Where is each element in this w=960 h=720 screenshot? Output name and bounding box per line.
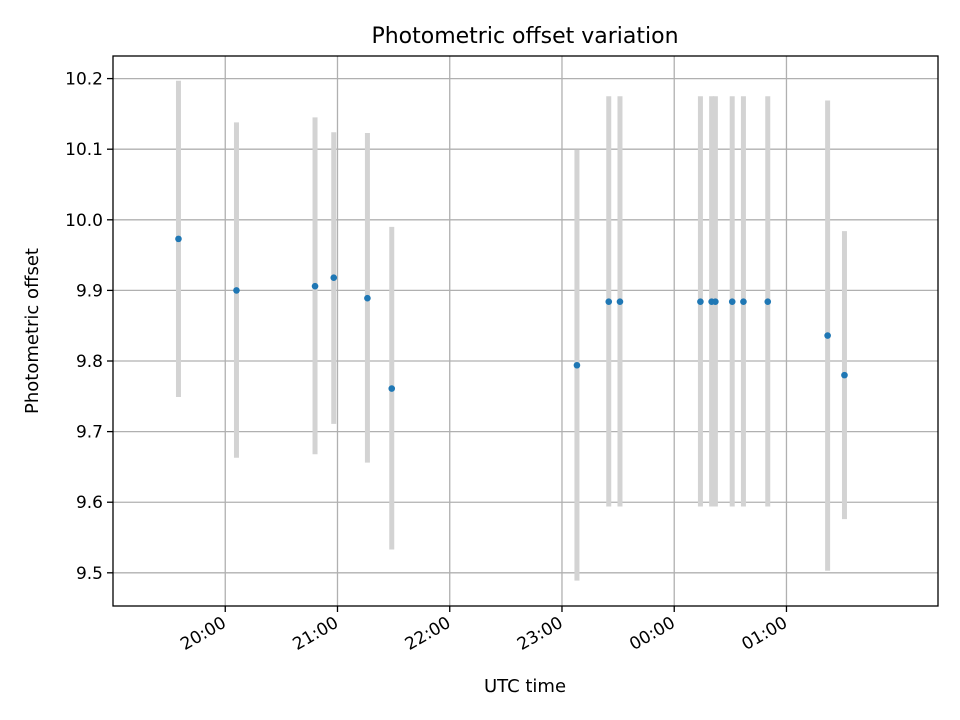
data-point xyxy=(388,385,396,392)
data-point xyxy=(728,298,736,305)
x-axis-label: UTC time xyxy=(484,676,566,697)
y-tick-label: 10.0 xyxy=(65,211,103,231)
data-point xyxy=(364,294,371,302)
data-point xyxy=(573,361,581,369)
chart-title: Photometric offset variation xyxy=(371,24,678,49)
data-point xyxy=(605,298,613,305)
y-tick-label: 9.8 xyxy=(76,352,103,372)
data-point xyxy=(764,298,772,305)
y-axis-label: Photometric offset xyxy=(22,248,43,414)
y-tick-label: 9.7 xyxy=(76,423,103,443)
data-point xyxy=(841,371,848,379)
y-tick-label: 9.5 xyxy=(76,564,103,584)
data-point xyxy=(175,235,182,243)
data-point xyxy=(712,298,719,305)
y-tick-label: 10.1 xyxy=(65,140,103,160)
plot-frame xyxy=(112,55,939,607)
data-point xyxy=(824,332,831,339)
y-axis-ticks: 9.5 9.6 9.7 9.8 9.9 10.0 10.1 10.2 xyxy=(65,70,113,584)
y-tick-label: 9.6 xyxy=(76,493,103,513)
data-point xyxy=(311,282,319,290)
data-point xyxy=(330,274,338,281)
y-tick-label: 9.9 xyxy=(76,281,103,301)
data-point xyxy=(740,298,747,305)
data-point xyxy=(697,298,704,305)
grid xyxy=(113,56,938,606)
data-point xyxy=(616,298,624,305)
y-tick-label: 10.2 xyxy=(65,70,103,90)
data-point xyxy=(233,287,240,294)
data-points xyxy=(175,235,848,392)
